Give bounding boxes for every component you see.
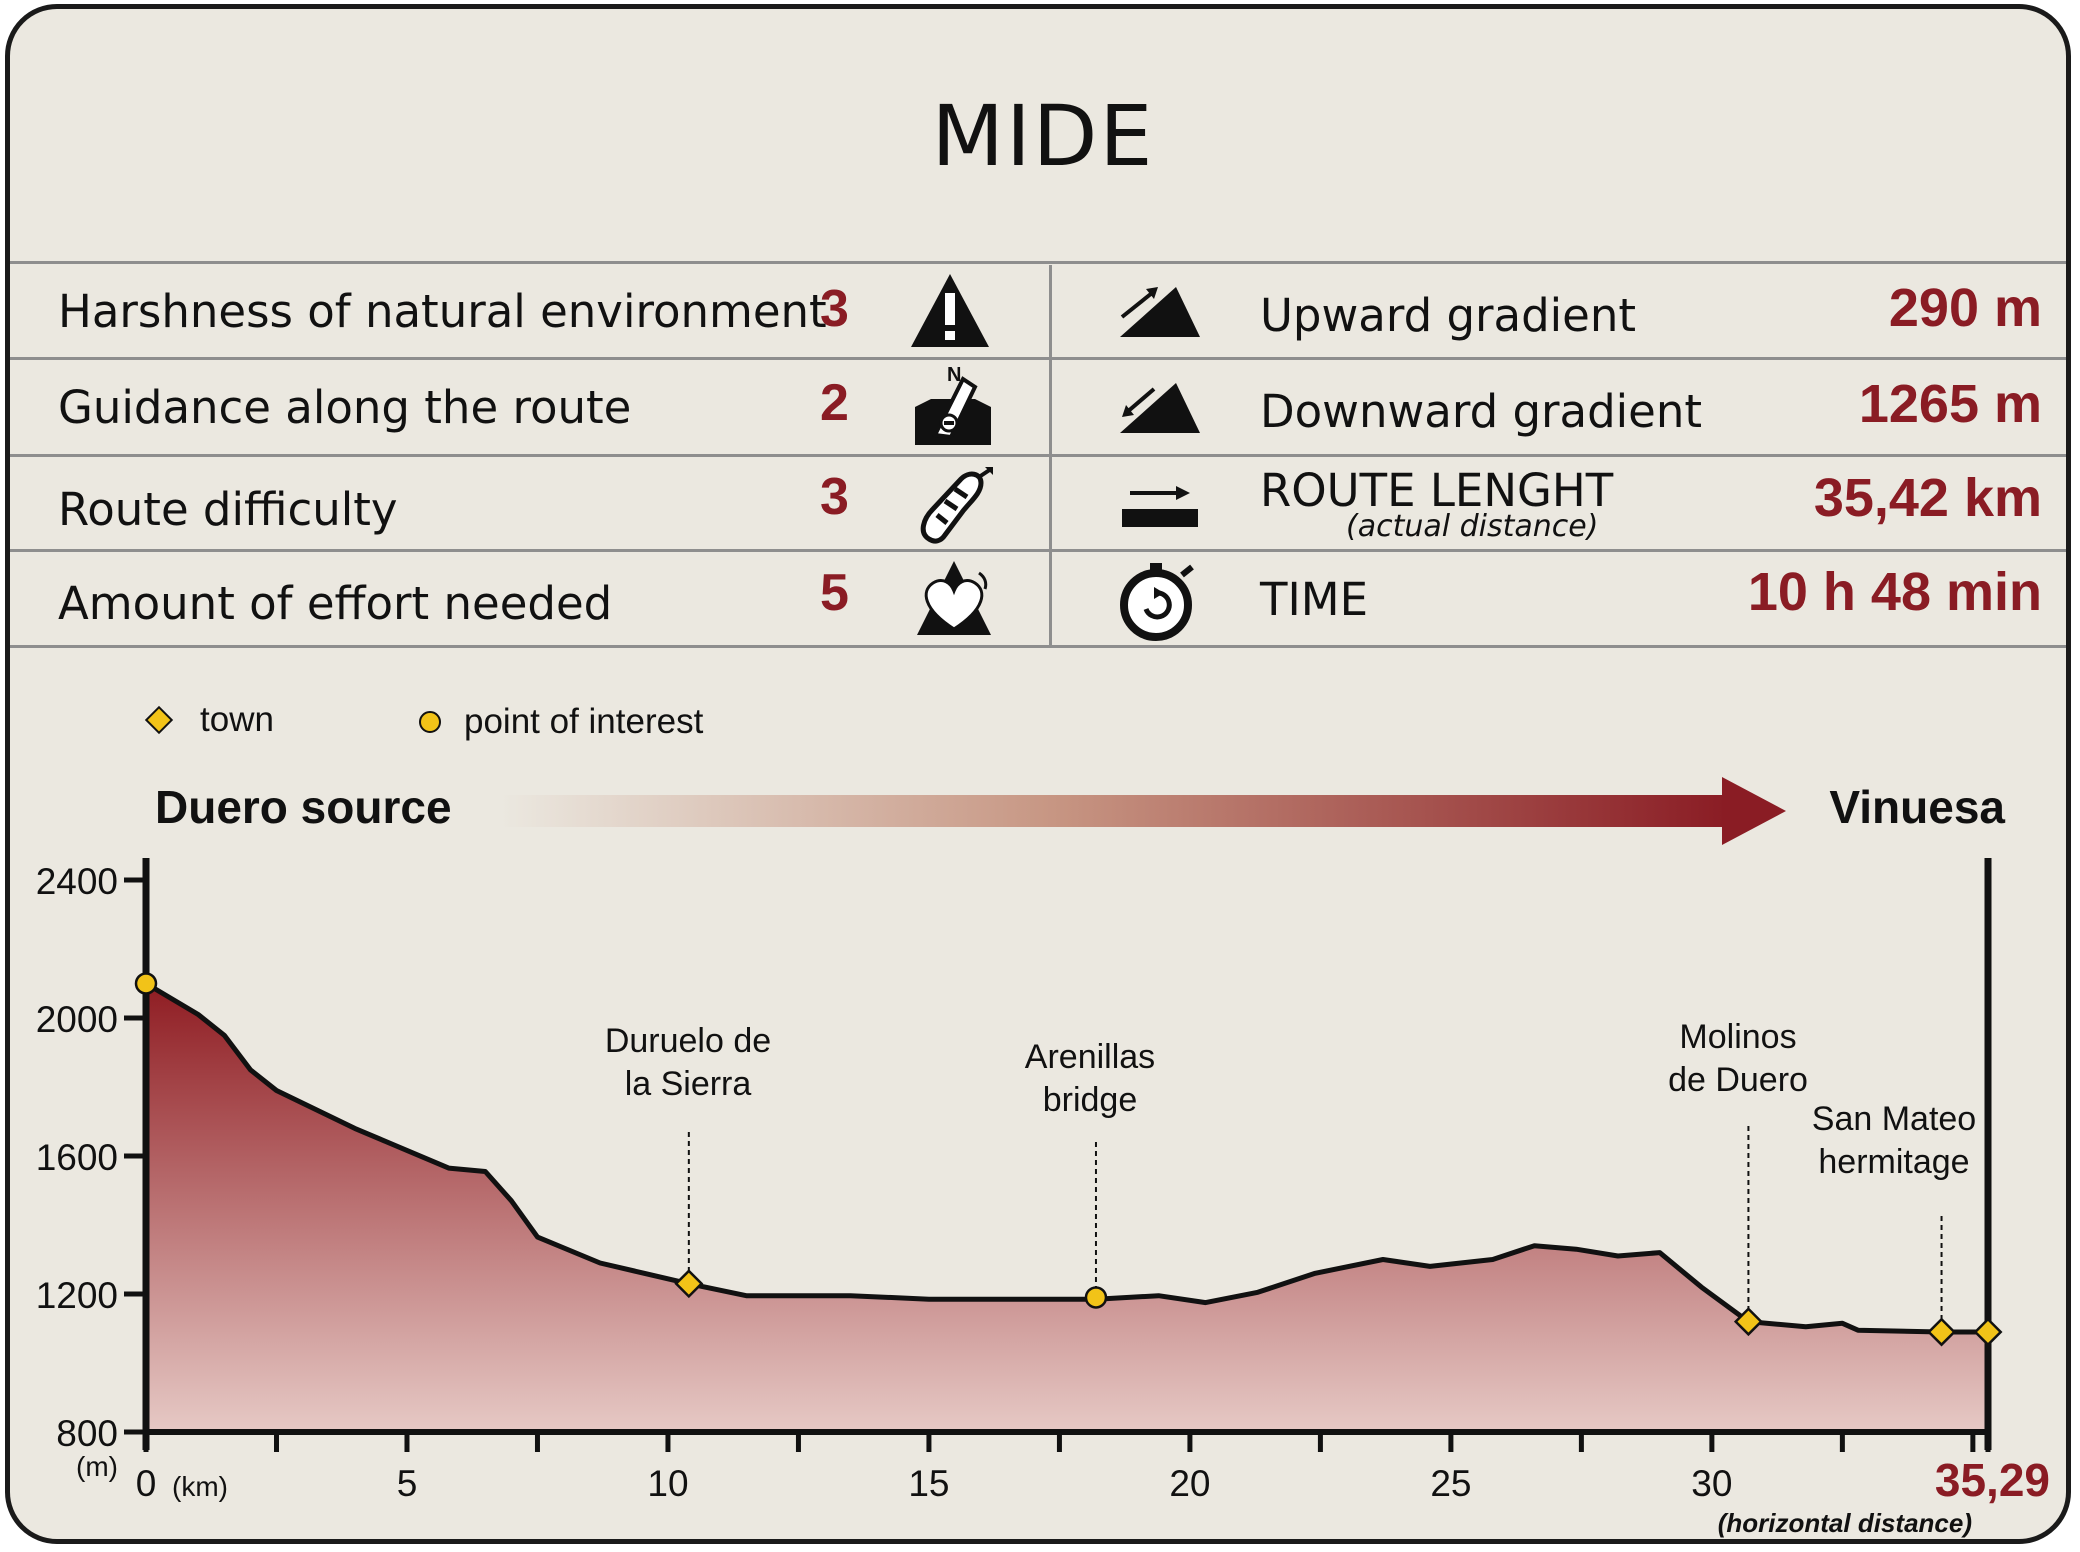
legend-town-marker — [144, 705, 174, 735]
poi-marker — [134, 972, 158, 995]
x-tick-label: 20 — [1169, 1463, 1210, 1504]
mide-label-difficulty: Route difficulty — [58, 483, 398, 536]
stat-label-time: TIME — [1260, 573, 1369, 626]
stopwatch-icon — [1120, 563, 1194, 641]
table-divider — [10, 549, 2066, 552]
mide-label-effort: Amount of effort needed — [58, 577, 613, 630]
heart-icon — [917, 561, 991, 635]
x-axis-unit: (km) — [172, 1471, 228, 1502]
town-marker — [1733, 1307, 1763, 1337]
table-divider — [10, 454, 2066, 457]
footprint-icon — [920, 467, 993, 544]
x-tick-label: 15 — [908, 1463, 949, 1504]
y-tick-label: 2000 — [36, 999, 118, 1040]
x-end-sublabel: (horizontal distance) — [1718, 1508, 1972, 1538]
annotation-label: Arenillas — [1025, 1038, 1155, 1076]
route-length-icon — [1122, 486, 1198, 527]
elevation-line — [144, 981, 1988, 1335]
upward-gradient-icon — [1120, 287, 1200, 337]
compass-icon: N — [915, 364, 991, 445]
route-start-label: Duero source — [155, 781, 452, 833]
y-axis-unit: (m) — [76, 1451, 118, 1482]
x-tick-label: 30 — [1691, 1463, 1732, 1504]
annotation-label: Molinos — [1679, 1018, 1796, 1056]
stat-label-upward: Upward gradient — [1260, 289, 1637, 342]
page-title: MIDE — [931, 87, 1155, 185]
direction-arrow-bar — [500, 795, 1728, 827]
mide-value-difficulty: 3 — [820, 468, 849, 526]
x-tick-label: 0 — [136, 1463, 157, 1504]
mide-label-guidance: Guidance along the route — [58, 381, 632, 434]
x-tick-label: 25 — [1430, 1463, 1471, 1504]
svg-text:N: N — [947, 364, 961, 386]
stat-sublabel-route-length: (actual distance) — [1346, 509, 1599, 544]
legend: town point of interest — [144, 700, 704, 741]
table-column-divider — [1049, 265, 1052, 645]
stat-value-upward: 290 m — [1888, 278, 2042, 338]
table-divider — [10, 357, 2066, 360]
legend-poi-label: point of interest — [464, 702, 704, 741]
stat-value-time: 10 h 48 min — [1747, 562, 2042, 622]
warning-icon — [911, 274, 989, 347]
y-tick-label: 800 — [56, 1413, 118, 1454]
mide-value-effort: 5 — [820, 564, 849, 622]
legend-town-label: town — [200, 700, 274, 739]
town-marker — [674, 1269, 704, 1299]
x-tick-label: 10 — [647, 1463, 688, 1504]
x-end-label: 35,29 — [1935, 1454, 2050, 1506]
x-tick-label: 5 — [397, 1463, 418, 1504]
route-end-label: Vinuesa — [1829, 781, 2005, 833]
annotation-label: hermitage — [1818, 1143, 1969, 1181]
mide-value-guidance: 2 — [820, 374, 849, 432]
table-divider — [10, 261, 2066, 264]
annotation-label: la Sierra — [625, 1065, 752, 1103]
elevation-area — [146, 983, 1988, 1432]
poi-marker — [1084, 1286, 1108, 1309]
y-tick-label: 1600 — [36, 1137, 118, 1178]
table-divider — [10, 645, 2066, 648]
stat-value-downward: 1265 m — [1858, 374, 2042, 434]
town-marker — [1927, 1317, 1957, 1347]
y-tick-label: 1200 — [36, 1275, 118, 1316]
plot-area: 800 1200 1600 2000 2400 0 5 10 15 20 25 30 (km) (m) 35… — [36, 858, 2050, 1538]
y-tick-label: 2400 — [36, 861, 118, 902]
mide-label-harshness: Harshness of natural environment — [58, 285, 827, 338]
town-marker — [1973, 1317, 2003, 1347]
stat-label-route-length: ROUTE LENGHT — [1260, 464, 1614, 517]
stat-value-route-length: 35,42 km — [1813, 468, 2042, 528]
annotation-label: bridge — [1043, 1081, 1138, 1119]
annotation-label: San Mateo — [1812, 1100, 1976, 1138]
direction-arrow-head — [1722, 777, 1786, 845]
annotation-label: Duruelo de — [605, 1022, 771, 1060]
annotation-label: de Duero — [1668, 1061, 1808, 1099]
legend-poi-marker — [419, 711, 441, 733]
downward-gradient-icon — [1120, 383, 1200, 433]
mide-value-harshness: 3 — [820, 280, 849, 338]
stat-label-downward: Downward gradient — [1260, 385, 1703, 438]
